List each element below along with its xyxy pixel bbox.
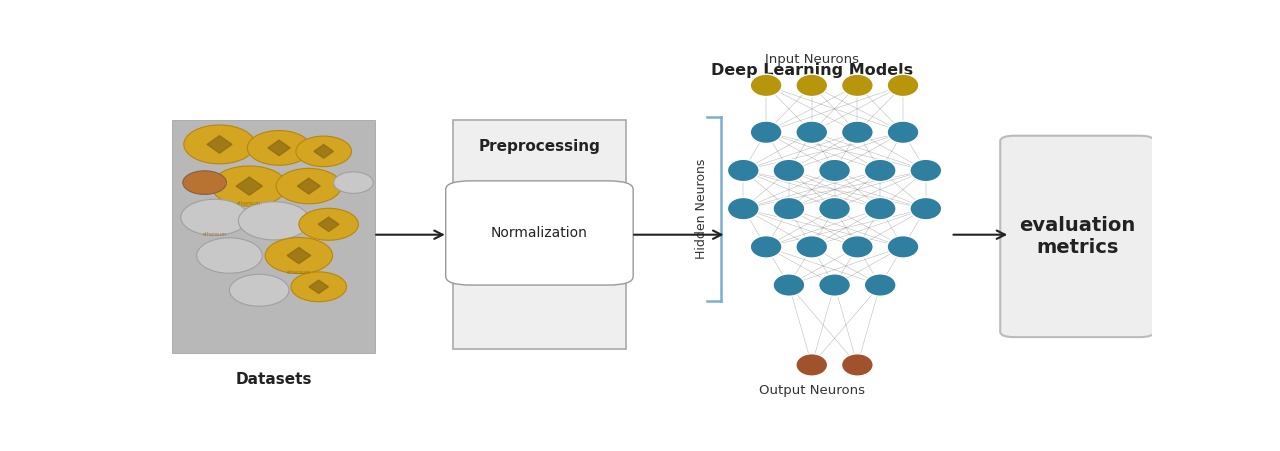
Text: ethereum: ethereum <box>202 232 227 237</box>
Ellipse shape <box>276 168 342 204</box>
Ellipse shape <box>910 198 942 220</box>
Ellipse shape <box>211 166 287 206</box>
Ellipse shape <box>887 121 919 143</box>
Polygon shape <box>207 136 232 153</box>
Text: ethereum: ethereum <box>237 201 261 206</box>
Ellipse shape <box>819 274 850 296</box>
Ellipse shape <box>796 354 828 376</box>
Ellipse shape <box>247 130 311 165</box>
Ellipse shape <box>796 74 828 97</box>
Polygon shape <box>268 140 291 156</box>
Polygon shape <box>287 248 311 264</box>
Ellipse shape <box>864 274 896 296</box>
Ellipse shape <box>183 171 227 194</box>
Ellipse shape <box>180 199 248 235</box>
Ellipse shape <box>841 121 873 143</box>
FancyBboxPatch shape <box>1000 136 1155 337</box>
Ellipse shape <box>296 136 352 166</box>
Ellipse shape <box>841 354 873 376</box>
Text: Datasets: Datasets <box>236 372 312 387</box>
Text: ethereum: ethereum <box>287 271 311 276</box>
Ellipse shape <box>750 121 782 143</box>
Text: Preprocessing: Preprocessing <box>479 139 600 154</box>
Ellipse shape <box>841 236 873 258</box>
Ellipse shape <box>864 159 896 182</box>
Polygon shape <box>314 144 333 158</box>
Ellipse shape <box>334 172 374 193</box>
Ellipse shape <box>887 236 919 258</box>
Ellipse shape <box>864 198 896 220</box>
FancyBboxPatch shape <box>172 120 375 353</box>
Ellipse shape <box>773 159 805 182</box>
Text: Input Neurons: Input Neurons <box>764 53 859 66</box>
Ellipse shape <box>773 274 805 296</box>
Text: evaluation
metrics: evaluation metrics <box>1019 216 1135 257</box>
Ellipse shape <box>750 236 782 258</box>
Ellipse shape <box>727 198 759 220</box>
Ellipse shape <box>265 238 333 274</box>
Text: Deep Learning Models: Deep Learning Models <box>710 63 913 78</box>
FancyBboxPatch shape <box>453 120 626 349</box>
Ellipse shape <box>291 272 347 302</box>
Ellipse shape <box>773 198 805 220</box>
Ellipse shape <box>727 159 759 182</box>
Text: Hidden Neurons: Hidden Neurons <box>695 158 708 259</box>
Polygon shape <box>236 177 262 195</box>
Ellipse shape <box>300 208 358 240</box>
Ellipse shape <box>910 159 942 182</box>
Polygon shape <box>319 217 339 231</box>
Ellipse shape <box>229 274 289 306</box>
FancyBboxPatch shape <box>445 181 634 285</box>
Ellipse shape <box>750 74 782 97</box>
Ellipse shape <box>819 198 850 220</box>
Ellipse shape <box>819 159 850 182</box>
Ellipse shape <box>184 125 255 164</box>
Ellipse shape <box>841 74 873 97</box>
Ellipse shape <box>238 202 310 240</box>
Text: Output Neurons: Output Neurons <box>759 384 865 397</box>
Text: Normalization: Normalization <box>492 226 588 240</box>
Polygon shape <box>297 178 320 194</box>
Ellipse shape <box>796 121 828 143</box>
Ellipse shape <box>887 74 919 97</box>
Ellipse shape <box>796 236 828 258</box>
Polygon shape <box>308 280 329 294</box>
Ellipse shape <box>197 238 262 273</box>
